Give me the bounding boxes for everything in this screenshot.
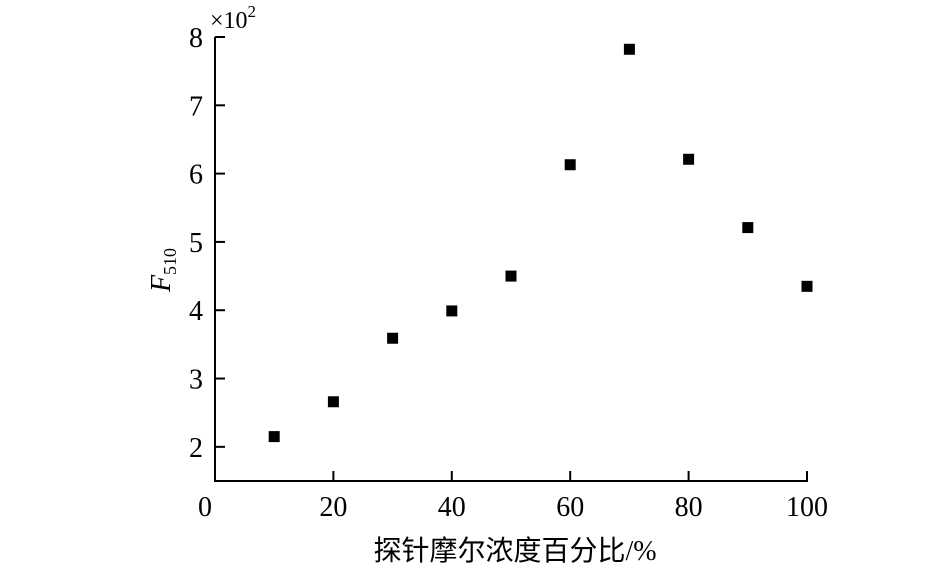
point <box>801 280 813 292</box>
point <box>683 153 695 165</box>
y-tick-label: 2 <box>189 433 203 464</box>
y-tick-label: 3 <box>189 365 203 396</box>
y-tick-label: 8 <box>189 23 203 54</box>
point <box>742 222 754 234</box>
multiplier-base: ×10 <box>210 8 248 34</box>
y-tick-label: 5 <box>189 228 203 259</box>
x-tick-label: 40 <box>438 492 466 523</box>
x-tick-label: 80 <box>675 492 703 523</box>
y-tick-label: 7 <box>189 91 203 122</box>
point <box>387 332 399 344</box>
multiplier-exponent: 2 <box>248 2 257 21</box>
x-tick-label: 0 <box>198 492 212 523</box>
point <box>505 270 517 282</box>
x-tick-label: 60 <box>556 492 584 523</box>
y-tick-label: 6 <box>189 160 203 191</box>
point <box>268 431 280 443</box>
point <box>623 43 635 55</box>
point <box>564 159 576 171</box>
y-axis-label: F510 <box>146 248 180 293</box>
x-tick-label: 20 <box>319 492 347 523</box>
point <box>446 305 458 317</box>
point <box>327 396 339 408</box>
y-multiplier: ×102 <box>210 2 256 34</box>
x-axis-label: 探针摩尔浓度百分比/% <box>373 535 656 567</box>
x-tick-label: 100 <box>786 492 828 523</box>
y-tick-label: 4 <box>189 296 203 327</box>
y-label-subscript: 510 <box>160 248 180 275</box>
y-label-main: F <box>146 274 177 293</box>
